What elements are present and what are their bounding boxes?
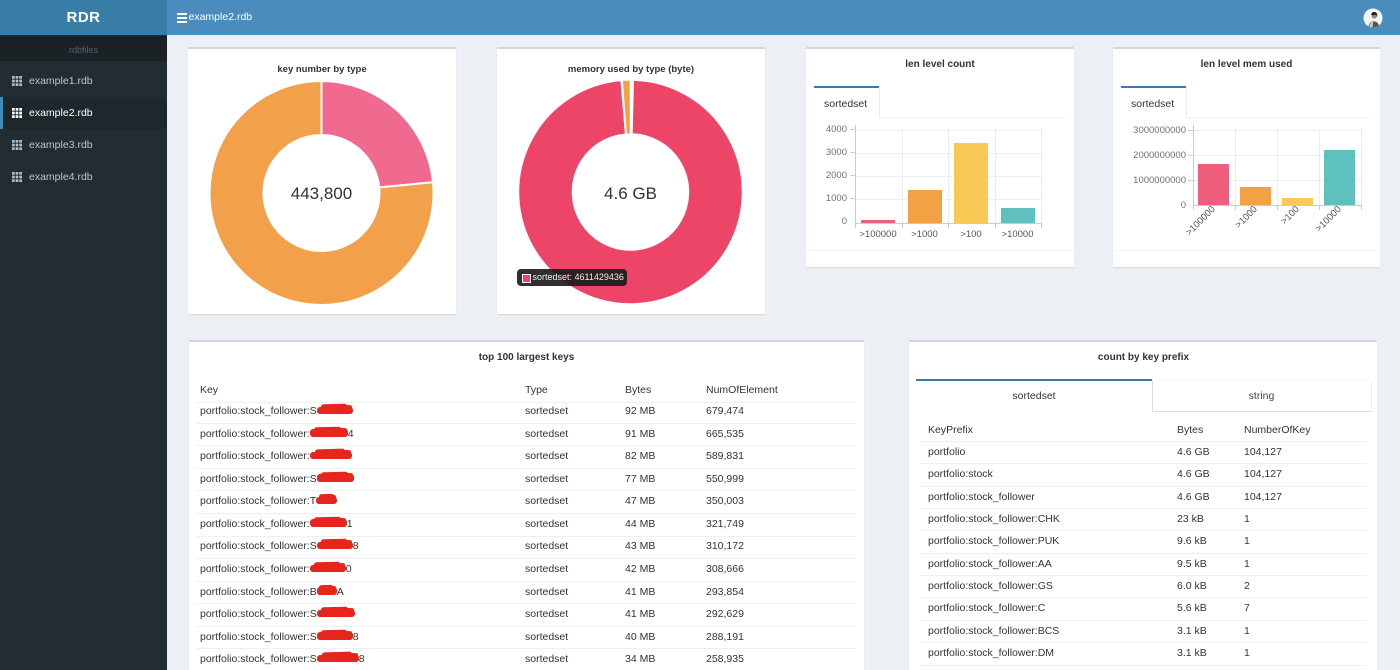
svg-text:4.6 GB: 4.6 GB <box>604 184 657 203</box>
svg-text:443,800: 443,800 <box>291 184 352 203</box>
